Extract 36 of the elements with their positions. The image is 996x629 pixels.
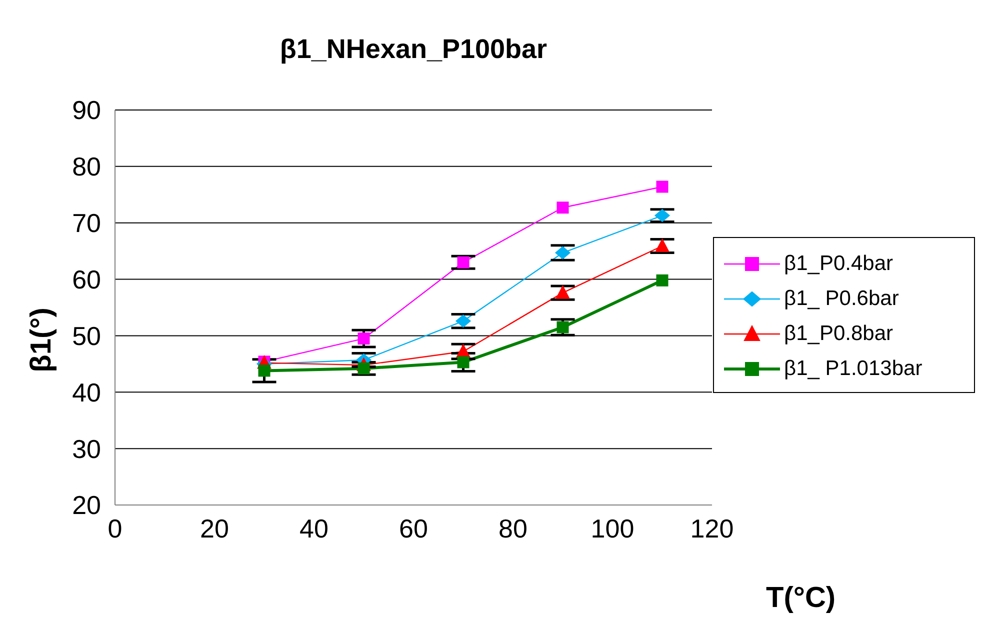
point (655, 238, 670, 252)
point (358, 332, 370, 345)
y-tick-label: 40 (72, 377, 101, 408)
point (656, 180, 668, 193)
y-tick-label: 20 (72, 490, 101, 520)
point (457, 356, 470, 368)
x-tick-label: 80 (498, 513, 528, 544)
point (654, 208, 670, 222)
point (556, 321, 569, 334)
legend-label: β1_ P1.013bar (784, 356, 922, 380)
point (556, 202, 569, 214)
point (554, 246, 571, 260)
x-tick-label: 100 (590, 513, 634, 544)
x-axis-title: T(°C) (766, 582, 836, 615)
x-tick-label: 40 (300, 513, 328, 544)
y-tick-label: 50 (72, 320, 101, 351)
y-tick-label: 70 (72, 208, 101, 238)
legend-label: β1_ P0.6bar (784, 286, 899, 310)
point (556, 285, 570, 299)
y-axis-title: β1(°) (26, 308, 58, 372)
point (455, 314, 472, 328)
point (457, 256, 470, 268)
y-tick-label: 90 (72, 95, 101, 126)
x-tick-label: 60 (399, 513, 428, 544)
legend-label: β1_P0.4bar (784, 252, 893, 276)
y-tick-label: 80 (72, 152, 101, 182)
y-tick-label: 30 (72, 434, 101, 464)
x-tick-label: 120 (690, 513, 734, 544)
x-tick-label: 0 (108, 513, 122, 544)
x-tick-label: 20 (200, 513, 229, 544)
chart-title: β1_NHexan_P100bar (278, 34, 548, 65)
point (258, 364, 270, 377)
y-tick-label: 60 (72, 264, 101, 295)
point (358, 362, 370, 374)
point (656, 274, 668, 286)
legend-label: β1_P0.8bar (784, 322, 893, 346)
